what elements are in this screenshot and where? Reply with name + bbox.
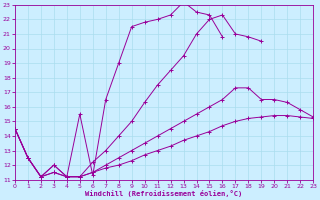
X-axis label: Windchill (Refroidissement éolien,°C): Windchill (Refroidissement éolien,°C) xyxy=(85,190,243,197)
